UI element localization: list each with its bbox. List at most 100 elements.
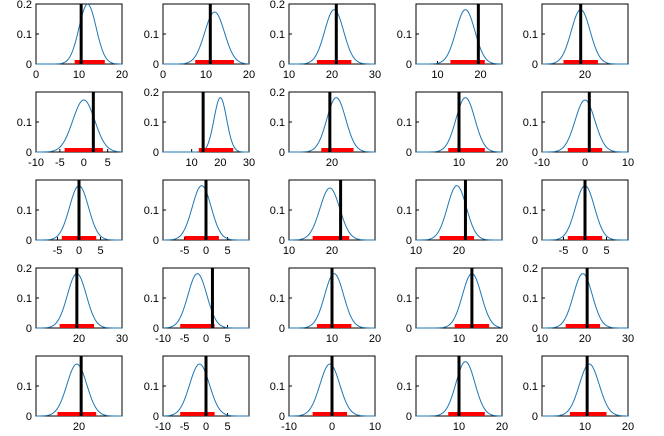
y-tick-label: 0.1 bbox=[397, 117, 412, 129]
subplot-20: 10 20 30 0 0.1 0.2 bbox=[523, 263, 634, 345]
density-curve bbox=[541, 9, 628, 65]
y-tick-label: 0 bbox=[532, 323, 538, 335]
axes-frame bbox=[415, 267, 503, 329]
density-curve bbox=[35, 363, 122, 417]
y-tick-label: 0.1 bbox=[523, 381, 538, 393]
y-tick-label: 0 bbox=[153, 235, 159, 247]
y-tick-label: 0 bbox=[406, 323, 412, 335]
x-tick-label: -10 bbox=[155, 421, 171, 433]
x-tick-label: 20 bbox=[326, 157, 338, 169]
axes-frame bbox=[35, 3, 123, 65]
x-tick-label: -10 bbox=[281, 421, 297, 433]
x-tick-label: 20 bbox=[214, 157, 226, 169]
y-tick-label: 0.1 bbox=[270, 381, 285, 393]
axes-frame bbox=[415, 179, 503, 241]
y-tick-label: 0 bbox=[153, 323, 159, 335]
axes-frame bbox=[541, 355, 629, 417]
x-tick-label: 10 bbox=[453, 421, 465, 433]
y-tick-label: 0 bbox=[532, 235, 538, 247]
y-tick-label: 0.1 bbox=[144, 205, 159, 217]
density-curve bbox=[163, 97, 249, 153]
density-curve bbox=[35, 273, 122, 329]
x-tick-label: -5 bbox=[180, 245, 190, 257]
subplot-3: 10 20 30 0 0.1 0.2 bbox=[270, 0, 381, 81]
x-tick-label: 0 bbox=[160, 69, 166, 81]
subplot-8: 20 0 0.1 0.2 bbox=[270, 87, 376, 169]
y-tick-label: 0.2 bbox=[270, 87, 285, 99]
x-tick-label: 20 bbox=[243, 69, 255, 81]
density-curve bbox=[162, 273, 249, 329]
x-tick-label: 10 bbox=[431, 69, 443, 81]
density-curve bbox=[163, 11, 250, 65]
x-tick-label: 30 bbox=[622, 333, 634, 345]
subplot-15: -5 0 5 0 0.1 bbox=[523, 179, 629, 257]
y-tick-label: 0.2 bbox=[144, 87, 159, 99]
y-tick-label: 0.1 bbox=[523, 117, 538, 129]
y-tick-label: 0.1 bbox=[397, 381, 412, 393]
y-tick-label: 0.1 bbox=[17, 205, 32, 217]
subplot-6: -10 -5 0 5 0 0.1 bbox=[17, 91, 123, 169]
x-tick-label: 20 bbox=[496, 421, 508, 433]
subplot-18: 10 20 0 0.1 bbox=[270, 267, 381, 345]
x-tick-label: 5 bbox=[105, 157, 111, 169]
y-tick-label: 0 bbox=[532, 147, 538, 159]
x-tick-label: 30 bbox=[116, 333, 128, 345]
x-tick-label: 10 bbox=[410, 245, 422, 257]
y-tick-label: 0 bbox=[279, 323, 285, 335]
x-tick-label: 0 bbox=[203, 245, 209, 257]
x-tick-label: 20 bbox=[326, 69, 338, 81]
x-tick-label: 20 bbox=[496, 157, 508, 169]
y-tick-label: 0.2 bbox=[270, 0, 285, 11]
y-tick-label: 0.1 bbox=[397, 205, 412, 217]
subplot-19: 10 20 0 0.1 bbox=[397, 267, 508, 345]
y-tick-label: 0 bbox=[26, 323, 32, 335]
density-curve bbox=[36, 3, 123, 65]
density-curve bbox=[289, 97, 376, 153]
axes-frame bbox=[288, 91, 376, 153]
y-tick-label: 0 bbox=[153, 147, 159, 159]
y-tick-label: 0 bbox=[26, 411, 32, 423]
y-tick-label: 0 bbox=[26, 147, 32, 159]
y-tick-label: 0 bbox=[406, 411, 412, 423]
x-tick-label: 0 bbox=[582, 157, 588, 169]
density-curve bbox=[289, 9, 376, 65]
y-tick-label: 0 bbox=[26, 59, 32, 71]
density-curve bbox=[541, 99, 629, 153]
y-tick-label: 0.2 bbox=[523, 263, 538, 275]
subplot-22: -10 -5 0 5 0 0.1 bbox=[144, 355, 250, 433]
x-tick-label: 10 bbox=[622, 157, 634, 169]
subplot-16: 20 30 0 0.1 0.2 bbox=[17, 263, 128, 345]
x-tick-label: 0 bbox=[33, 69, 39, 81]
y-tick-label: 0.1 bbox=[270, 205, 285, 217]
y-tick-label: 0 bbox=[279, 411, 285, 423]
density-curve bbox=[416, 273, 503, 329]
x-tick-label: 5 bbox=[224, 333, 230, 345]
y-tick-label: 0 bbox=[279, 235, 285, 247]
y-tick-label: 0 bbox=[406, 59, 412, 71]
x-tick-label: 0 bbox=[329, 421, 335, 433]
subplot-5: 20 0 0.1 bbox=[523, 3, 629, 81]
y-tick-label: 0 bbox=[26, 235, 32, 247]
subplot-7: 10 20 30 0 0.1 0.2 bbox=[144, 87, 255, 169]
density-curve bbox=[416, 9, 503, 65]
x-tick-label: 10 bbox=[326, 333, 338, 345]
x-tick-label: 0 bbox=[81, 157, 87, 169]
x-tick-label: 10 bbox=[453, 157, 465, 169]
axes-frame bbox=[35, 267, 123, 329]
x-tick-label: 0 bbox=[582, 245, 588, 257]
axes-frame bbox=[288, 3, 376, 65]
subplot-14: 10 20 0 0.1 bbox=[397, 179, 503, 257]
axes-frame bbox=[415, 3, 503, 65]
x-tick-label: -5 bbox=[53, 245, 63, 257]
axes-frame bbox=[162, 3, 250, 65]
x-tick-label: 20 bbox=[453, 245, 465, 257]
x-tick-label: 20 bbox=[73, 421, 85, 433]
density-curve bbox=[415, 185, 502, 241]
axes-frame bbox=[541, 91, 629, 153]
x-tick-label: 20 bbox=[369, 333, 381, 345]
subplot-17: -10 -5 0 5 0 0.1 bbox=[144, 267, 250, 345]
x-tick-label: 20 bbox=[116, 69, 128, 81]
y-tick-label: 0.1 bbox=[523, 205, 538, 217]
subplot-1: 0 10 20 0 0.1 0.2 bbox=[17, 0, 128, 81]
